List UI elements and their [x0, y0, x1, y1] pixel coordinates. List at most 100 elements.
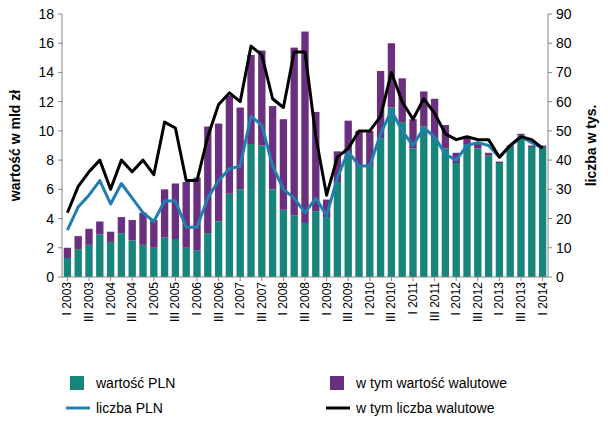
bar	[96, 235, 103, 277]
bar	[75, 236, 82, 249]
x-tick-label: III 2011	[428, 282, 442, 321]
x-tick	[521, 277, 522, 281]
x-tick-label: I 2007	[233, 282, 247, 316]
y-tick-label: 10	[38, 123, 54, 139]
bar	[85, 245, 92, 277]
x-tick-label: I 2006	[190, 282, 204, 316]
bar	[463, 144, 470, 277]
x-tick	[413, 277, 414, 281]
bar	[107, 232, 114, 242]
y2-tick	[548, 14, 552, 15]
x-tick-label: III 2012	[471, 282, 485, 322]
y2-tick-label: 20	[556, 211, 572, 227]
plot-marks	[64, 32, 547, 277]
x-tick-label: I 2004	[104, 282, 118, 316]
bar	[280, 119, 287, 210]
y-tick	[58, 130, 62, 131]
legend-swatch	[330, 376, 344, 390]
bar	[150, 220, 157, 248]
bar	[388, 108, 395, 277]
bar	[129, 240, 136, 277]
bar	[485, 156, 492, 277]
x-tick	[197, 277, 198, 281]
bar	[539, 147, 546, 277]
y-tick	[58, 218, 62, 219]
bar	[280, 210, 287, 277]
x-tick-label: I 2014	[536, 282, 550, 316]
chart: 0246810121416180102030405060708090I 2003…	[0, 0, 608, 430]
x-tick-label: III 2006	[212, 282, 226, 322]
legend-label: liczba PLN	[96, 400, 163, 416]
x-tick-label: I 2008	[276, 282, 290, 316]
bar	[420, 91, 427, 126]
y2-tick-label: 90	[556, 6, 572, 22]
bar	[323, 217, 330, 277]
bar	[269, 106, 276, 189]
bar	[226, 96, 233, 194]
y-tick-label: 12	[38, 94, 54, 110]
bar	[75, 249, 82, 277]
y2-axis	[548, 14, 549, 277]
x-tick-label: III 2004	[125, 282, 139, 322]
x-tick	[305, 277, 306, 281]
y-tick	[58, 189, 62, 190]
bar	[442, 148, 449, 277]
x-tick	[499, 277, 500, 281]
bar	[193, 178, 200, 251]
y2-tick-label: 10	[556, 240, 572, 256]
bar	[118, 217, 125, 233]
x-tick-label: I 2013	[492, 282, 506, 316]
bar	[96, 221, 103, 234]
y-axis	[62, 14, 63, 277]
bar	[215, 124, 222, 222]
bar	[172, 183, 179, 239]
x-tick	[240, 277, 241, 281]
y-tick-label: 14	[38, 64, 54, 80]
x-tick	[456, 277, 457, 281]
x-tick-label: I 2003	[60, 282, 74, 316]
y2-tick-label: 0	[556, 269, 564, 285]
bar	[366, 166, 373, 277]
bar	[334, 182, 341, 277]
y2-tick	[548, 218, 552, 219]
x-tick-label: III 2008	[298, 282, 312, 322]
bar	[528, 147, 535, 277]
x-tick	[542, 277, 543, 281]
x-tick-label: III 2009	[341, 282, 355, 322]
bar	[507, 147, 514, 277]
x-tick	[89, 277, 90, 281]
x-tick-label: I 2012	[449, 282, 463, 316]
x-tick-label: I 2005	[147, 282, 161, 316]
bar	[528, 146, 535, 147]
legend: wartość PLN w tym wartość walutowe liczba …	[66, 375, 507, 416]
x-tick	[132, 277, 133, 281]
y-tick	[58, 101, 62, 102]
legend-label: w tym wartość walutowe	[355, 375, 507, 391]
y2-tick-label: 50	[556, 123, 572, 139]
bar	[312, 211, 319, 277]
x-tick	[261, 277, 262, 281]
bar	[409, 148, 416, 277]
bar	[139, 213, 146, 245]
y2-tick	[548, 160, 552, 161]
legend-line	[66, 407, 90, 410]
x-tick	[67, 277, 68, 281]
x-tick	[391, 277, 392, 281]
y-tick-label: 4	[46, 211, 54, 227]
y-tick	[58, 72, 62, 73]
legend-label: wartość PLN	[95, 375, 175, 391]
y-tick	[58, 160, 62, 161]
x-tick	[218, 277, 219, 281]
x-tick-label: I 2011	[406, 282, 420, 315]
x-tick	[348, 277, 349, 281]
y2-axis-title: liczba w tys.	[583, 105, 599, 187]
legend-swatch	[70, 376, 84, 390]
bar	[269, 189, 276, 277]
bar	[291, 216, 298, 277]
bar	[517, 135, 524, 277]
y2-tick-label: 70	[556, 64, 572, 80]
y-tick-label: 2	[46, 240, 54, 256]
y2-tick-label: 80	[556, 35, 572, 51]
y-tick-label: 6	[46, 181, 54, 197]
y-tick	[58, 43, 62, 44]
